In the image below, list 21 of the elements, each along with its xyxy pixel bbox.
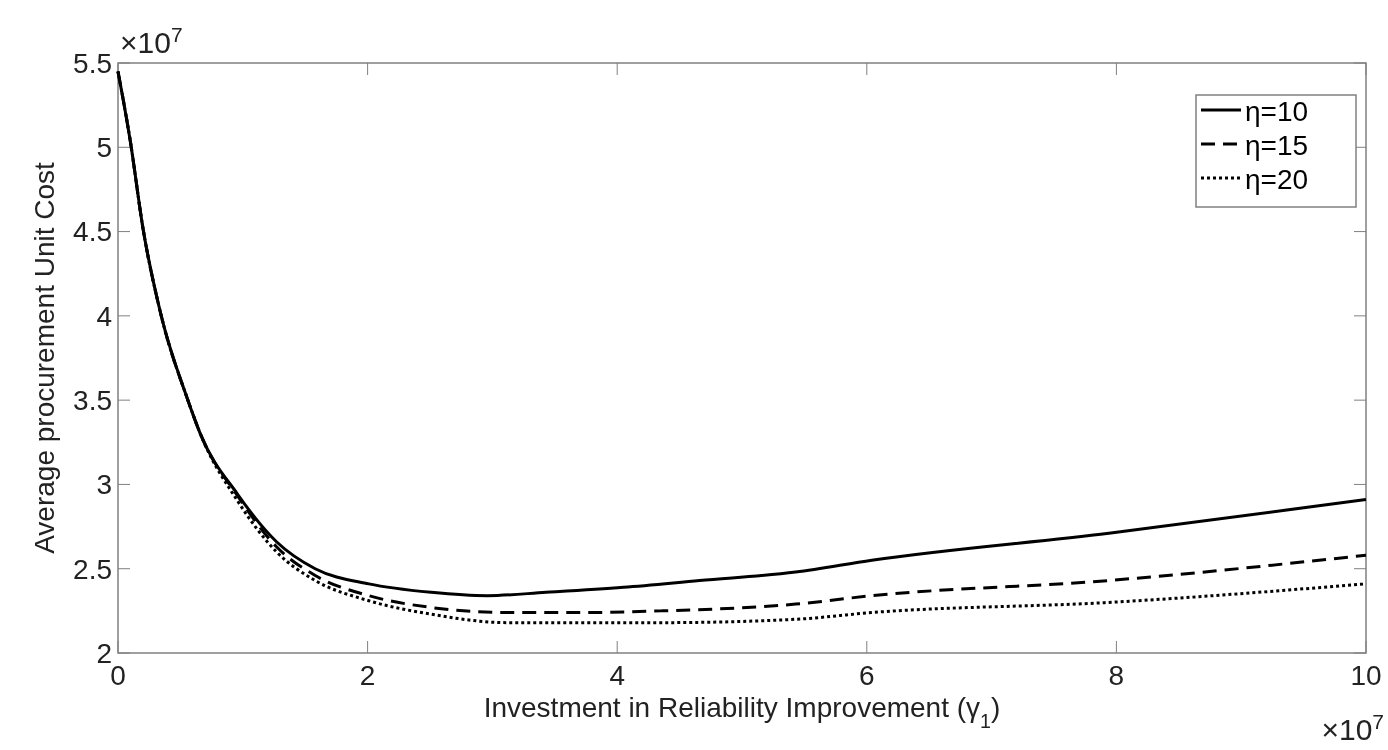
y-axis-title: Average procurement Unit Cost: [29, 161, 60, 554]
y-tick-label: 5.5: [73, 47, 112, 79]
y-tick-label: 3.5: [73, 384, 112, 416]
y-tick-label: 4.5: [73, 216, 112, 248]
legend-label: η=20: [1245, 164, 1309, 195]
x-tick-label: 0: [110, 660, 126, 691]
x-tick-label: 10: [1350, 660, 1382, 691]
y-tick-label: 3: [96, 469, 112, 501]
text: ×10$^{7}$: [1321, 709, 1384, 746]
x-tick-label: 2: [359, 660, 376, 691]
x-axis-title: Investment in Reliability Improvement (γ$_{1}$): [483, 692, 1001, 732]
y-tick-label: 2: [96, 637, 112, 669]
x-tick-label: 6: [859, 660, 875, 691]
x-tick-label: 4: [609, 660, 625, 691]
legend-label: η=15: [1245, 130, 1309, 161]
x-tick-label: 8: [1108, 660, 1125, 691]
y-tick-label: 5: [96, 132, 112, 164]
text: ×10$^{7}$: [120, 22, 183, 59]
y-tick-label: 4: [96, 300, 112, 332]
legend-label: η=10: [1245, 96, 1309, 127]
y-tick-label: 2.5: [73, 553, 112, 585]
